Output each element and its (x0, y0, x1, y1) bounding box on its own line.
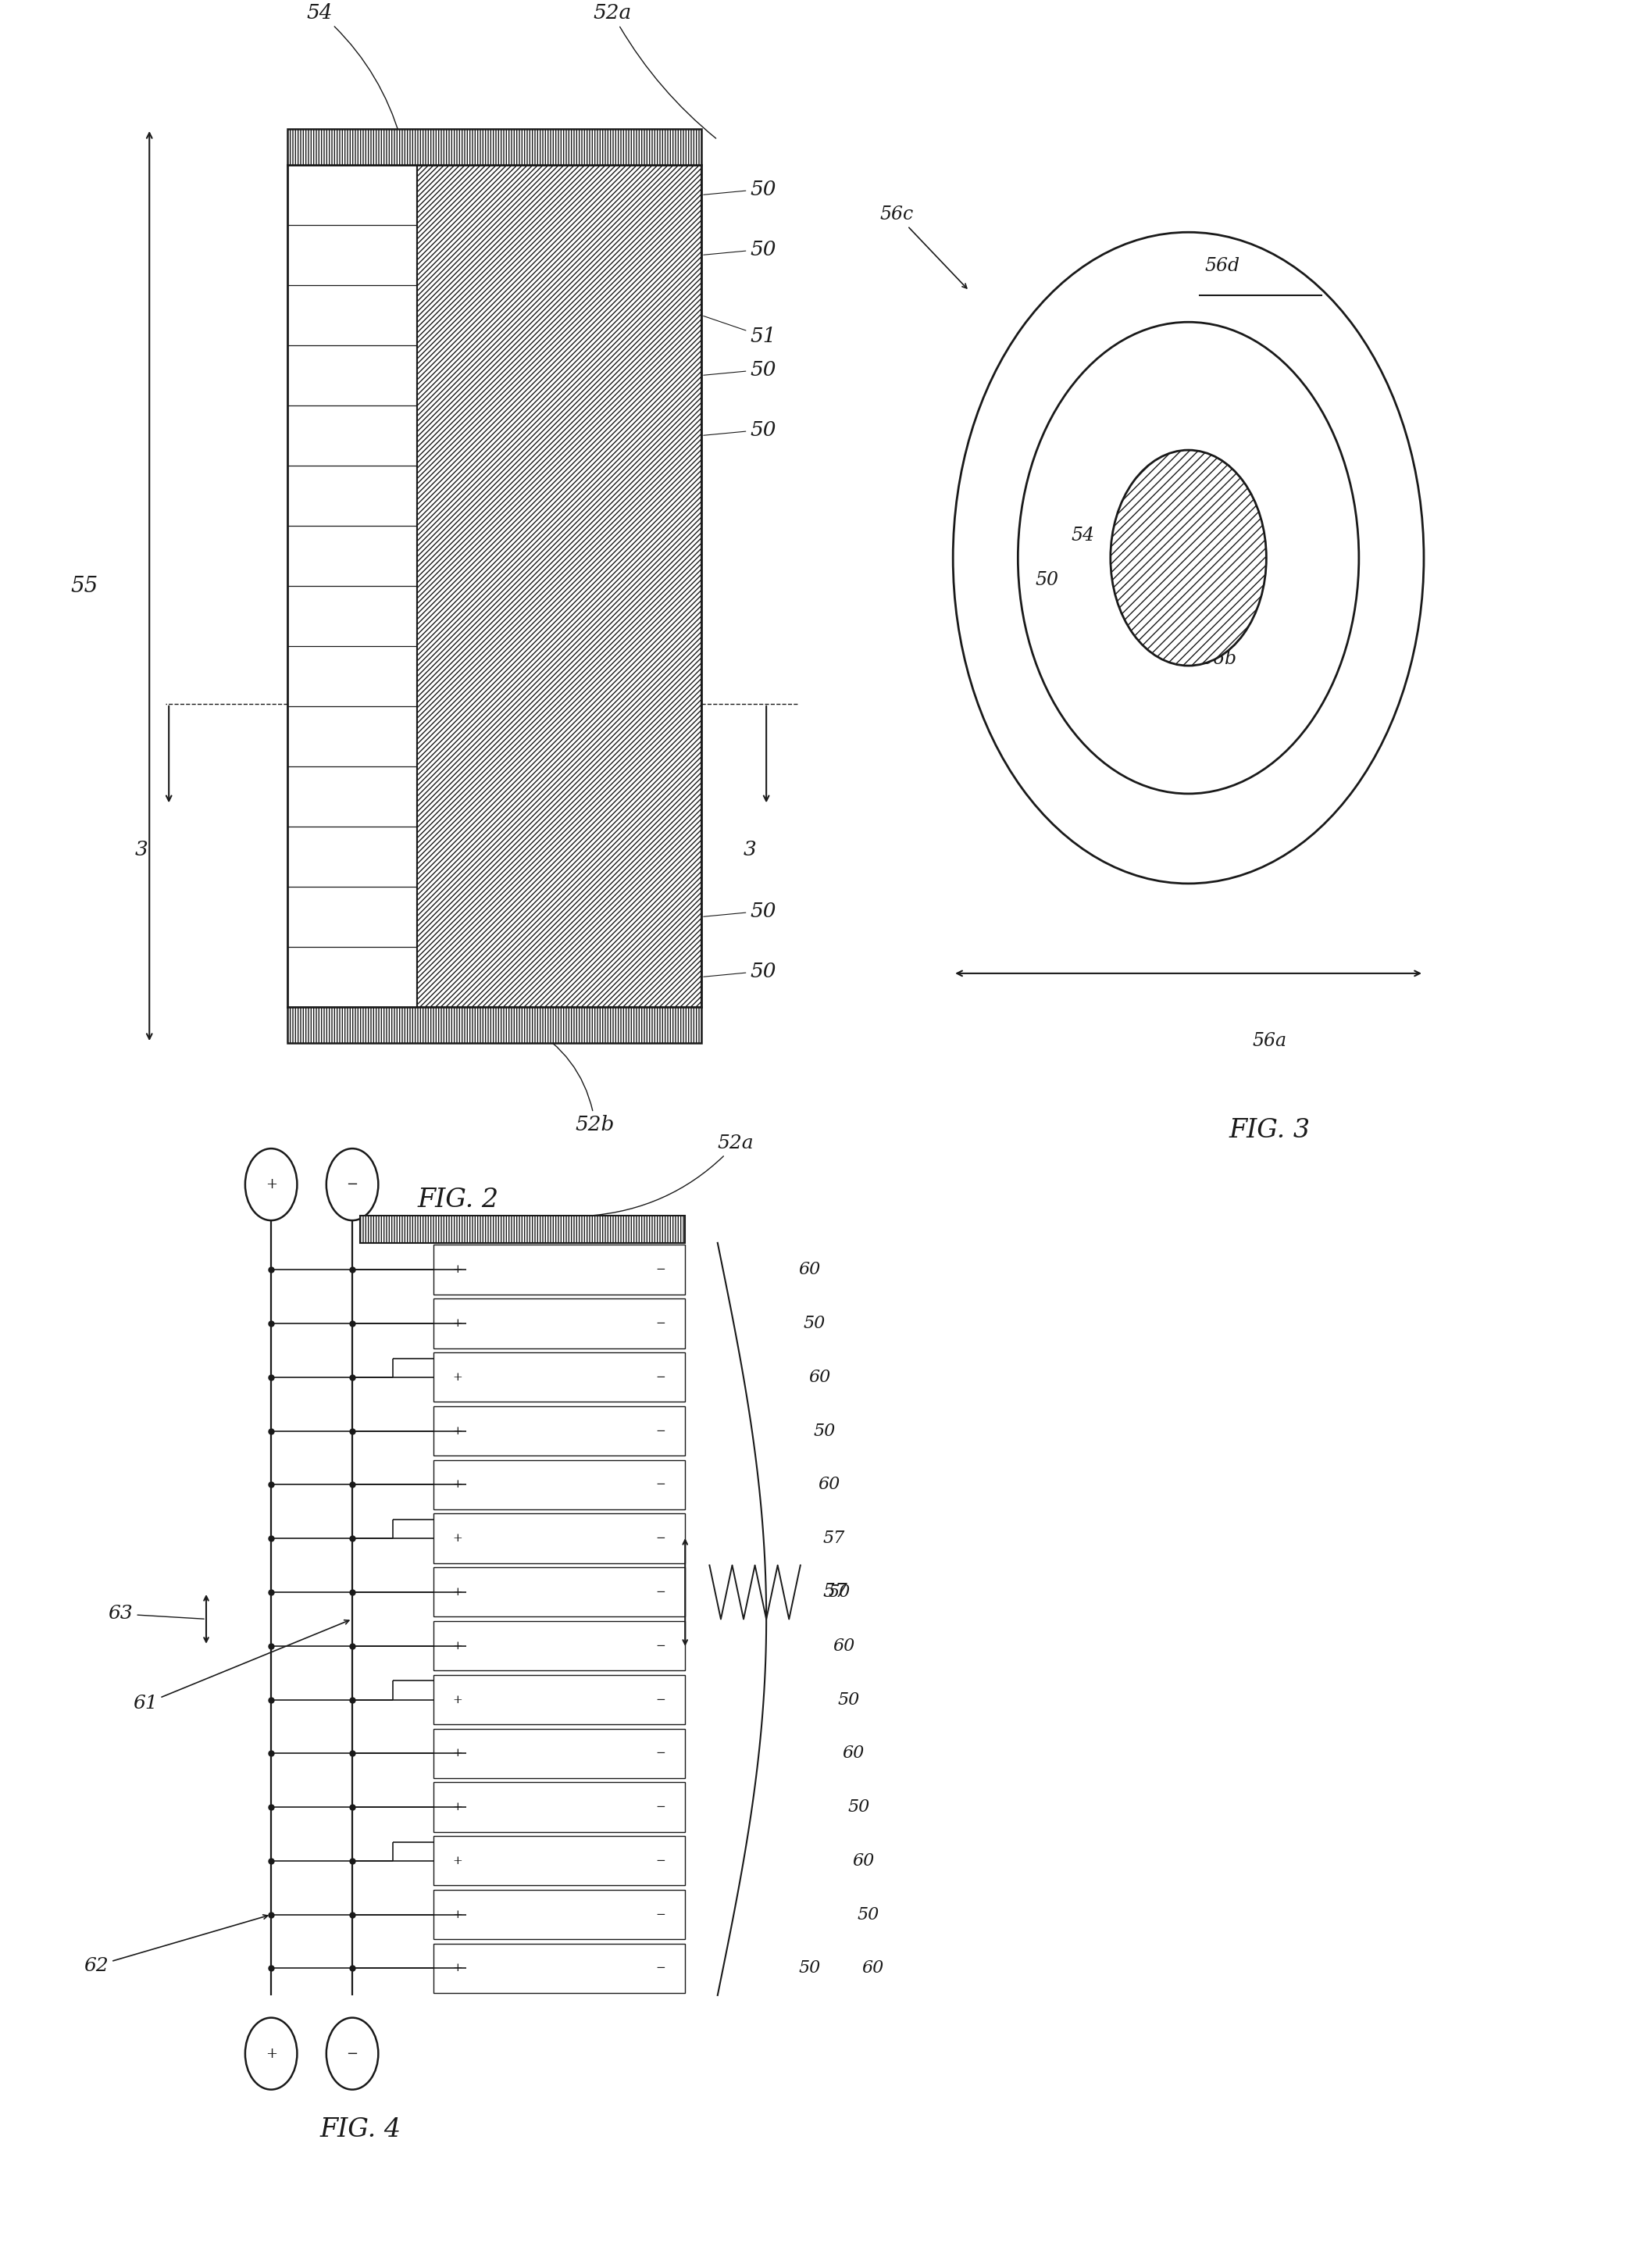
Text: 50: 50 (1035, 572, 1060, 590)
Text: 56c: 56c (880, 206, 967, 288)
Text: 54: 54 (306, 2, 401, 138)
Text: −: − (655, 1640, 665, 1651)
Text: −: − (655, 1533, 665, 1545)
Text: FIG. 4: FIG. 4 (319, 2118, 401, 2143)
Text: −: − (655, 1588, 665, 1597)
Text: 50: 50 (804, 1315, 826, 1331)
Bar (434, 1889, 685, 1939)
Text: 55: 55 (70, 576, 98, 596)
Text: 50: 50 (704, 900, 776, 921)
Text: 50: 50 (857, 1905, 879, 1923)
Text: 50: 50 (828, 1583, 851, 1601)
Bar (434, 1728, 685, 1778)
Text: 60: 60 (808, 1368, 831, 1386)
Circle shape (1110, 449, 1267, 667)
Bar (434, 1837, 685, 1885)
Text: FIG. 2: FIG. 2 (417, 1188, 499, 1213)
Text: 50: 50 (704, 361, 776, 379)
Text: 60: 60 (818, 1476, 841, 1492)
Bar (434, 1783, 685, 1833)
Bar (434, 1622, 685, 1672)
Text: FIG. 3: FIG. 3 (1229, 1118, 1311, 1143)
Text: −: − (655, 1694, 665, 1706)
Text: −: − (655, 1855, 665, 1867)
Text: 52a: 52a (593, 2, 716, 138)
Text: 56b: 56b (1201, 651, 1237, 669)
Text: −: − (655, 1749, 665, 1760)
Text: +: + (453, 1694, 463, 1706)
Text: −: − (655, 1263, 665, 1275)
Text: −: − (655, 1427, 665, 1436)
Text: +: + (453, 1372, 463, 1383)
Text: −: − (655, 1801, 665, 1812)
Text: 56a: 56a (1252, 1032, 1286, 1050)
Bar (434, 1674, 685, 1724)
Text: 52b: 52b (528, 1025, 615, 1134)
Text: 50: 50 (704, 420, 776, 440)
Text: 54: 54 (1071, 526, 1095, 544)
Text: 50: 50 (704, 962, 776, 980)
Bar (434, 1406, 685, 1456)
Text: 50: 50 (704, 240, 776, 259)
Text: +: + (453, 1533, 463, 1545)
Text: 56d: 56d (1205, 256, 1240, 274)
Text: 62: 62 (85, 1914, 267, 1975)
Text: +: + (453, 1588, 463, 1597)
Text: 51: 51 (704, 315, 776, 347)
Text: −: − (655, 1910, 665, 1921)
Bar (434, 1245, 685, 1295)
Text: −: − (347, 2046, 359, 2062)
Text: +: + (453, 1801, 463, 1812)
Text: 60: 60 (852, 1853, 874, 1869)
Bar (287, 166, 701, 1007)
Text: 57: 57 (823, 1583, 848, 1601)
Text: +: + (453, 1479, 463, 1490)
Text: +: + (453, 1749, 463, 1760)
Text: +: + (453, 1318, 463, 1329)
Text: 50: 50 (838, 1692, 859, 1708)
Text: +: + (453, 1263, 463, 1275)
Bar (434, 1300, 685, 1347)
Text: 60: 60 (833, 1637, 854, 1656)
Text: 60: 60 (862, 1960, 883, 1978)
Bar (434, 1567, 685, 1617)
Bar (434, 1513, 685, 1563)
Text: +: + (266, 2046, 277, 2062)
Text: 60: 60 (799, 1261, 822, 1279)
Text: 63: 63 (108, 1606, 204, 1624)
Bar (434, 1461, 685, 1508)
Bar (287, 129, 701, 166)
Text: +: + (453, 1640, 463, 1651)
Bar (434, 1352, 685, 1402)
Bar (360, 1216, 685, 1243)
Text: −: − (347, 1177, 359, 1191)
Bar (434, 1944, 685, 1994)
Text: 3: 3 (743, 839, 756, 860)
Text: 60: 60 (843, 1744, 864, 1762)
Text: 57: 57 (823, 1531, 846, 1547)
Text: 61: 61 (132, 1619, 349, 1712)
Text: +: + (453, 1427, 463, 1436)
Text: −: − (655, 1318, 665, 1329)
Bar (417, 166, 701, 1007)
Text: 50: 50 (848, 1799, 869, 1817)
Text: +: + (453, 1910, 463, 1921)
Text: −: − (655, 1479, 665, 1490)
Text: +: + (453, 1855, 463, 1867)
Bar (287, 1007, 701, 1043)
Text: −: − (655, 1962, 665, 1973)
Text: 50: 50 (704, 179, 776, 200)
Text: −: − (655, 1372, 665, 1383)
Text: 3: 3 (135, 839, 148, 860)
Text: 50: 50 (799, 1960, 822, 1978)
Text: +: + (453, 1962, 463, 1973)
Text: +: + (266, 1177, 277, 1191)
Text: 52a: 52a (590, 1134, 755, 1216)
Text: 50: 50 (813, 1422, 836, 1440)
